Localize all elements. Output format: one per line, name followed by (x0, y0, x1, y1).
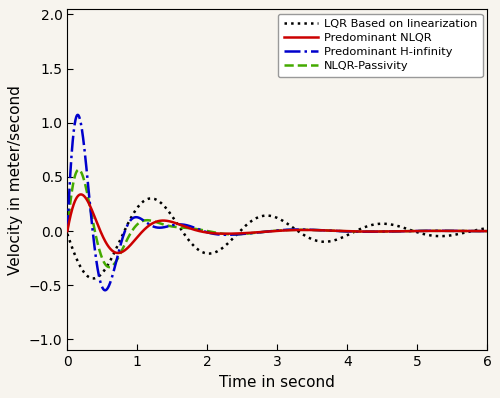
Predominant NLQR (78, 192, 84, 197)
LQR Based on linearization (232, 234, 238, 239)
LQR Based on linearization (466, 229, 471, 234)
LQR Based on linearization (64, 232, 70, 236)
Y-axis label: Velocity in meter/second: Velocity in meter/second (8, 85, 24, 275)
Predominant NLQR (64, 229, 70, 234)
NLQR-Passivity (484, 229, 490, 234)
LQR Based on linearization (90, 276, 96, 281)
LQR Based on linearization (148, 196, 154, 201)
LQR Based on linearization (484, 226, 490, 230)
Predominant H-infinity (466, 228, 471, 233)
NLQR-Passivity (64, 229, 70, 234)
NLQR-Passivity (466, 228, 471, 233)
NLQR-Passivity (76, 167, 82, 172)
Line: Predominant NLQR: Predominant NLQR (68, 194, 487, 253)
Predominant H-infinity (102, 288, 108, 293)
NLQR-Passivity (204, 228, 210, 233)
NLQR-Passivity (232, 232, 238, 237)
Predominant H-infinity (266, 229, 272, 234)
Line: NLQR-Passivity: NLQR-Passivity (68, 170, 487, 267)
Predominant H-infinity (148, 223, 154, 228)
Predominant H-infinity (74, 113, 80, 117)
NLQR-Passivity (266, 229, 272, 234)
Predominant NLQR (115, 251, 121, 256)
Line: LQR Based on linearization: LQR Based on linearization (68, 199, 487, 279)
Predominant H-infinity (64, 229, 70, 234)
Predominant H-infinity (232, 232, 238, 237)
LQR Based on linearization (204, 251, 210, 256)
Predominant NLQR (466, 228, 471, 233)
NLQR-Passivity (106, 265, 112, 269)
Predominant NLQR (484, 229, 490, 234)
LQR Based on linearization (148, 196, 154, 201)
LQR Based on linearization (320, 239, 326, 244)
Predominant H-infinity (320, 228, 326, 233)
Predominant NLQR (148, 222, 154, 226)
Line: Predominant H-infinity: Predominant H-infinity (68, 115, 487, 290)
Predominant H-infinity (204, 230, 210, 235)
Predominant NLQR (266, 229, 272, 234)
NLQR-Passivity (148, 219, 154, 223)
NLQR-Passivity (320, 228, 326, 233)
Legend: LQR Based on linearization, Predominant NLQR, Predominant H-infinity, NLQR-Passi: LQR Based on linearization, Predominant … (278, 14, 482, 77)
Predominant NLQR (320, 228, 326, 233)
LQR Based on linearization (266, 213, 272, 218)
Predominant H-infinity (484, 229, 490, 234)
Predominant NLQR (204, 230, 210, 235)
Predominant NLQR (232, 231, 238, 236)
X-axis label: Time in second: Time in second (220, 375, 335, 390)
